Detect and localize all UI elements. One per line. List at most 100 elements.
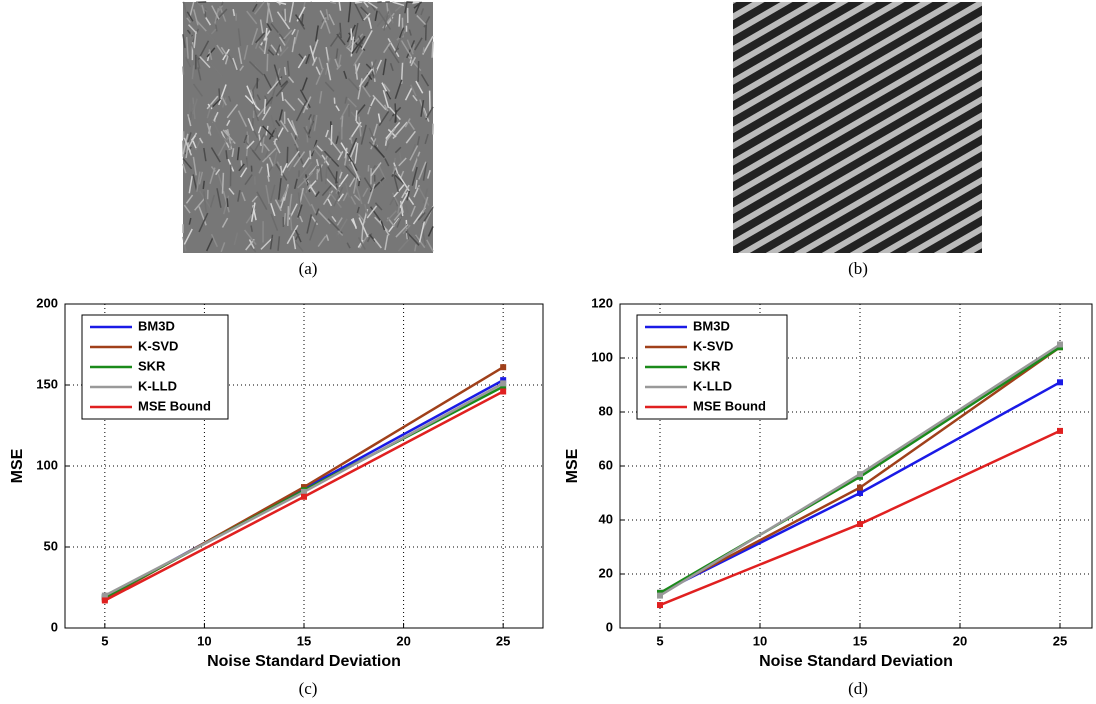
texture-stroke [415, 80, 424, 94]
texture-stroke [246, 140, 255, 150]
texture-stroke [185, 141, 190, 159]
texture-stroke [363, 177, 373, 190]
texture-stroke [422, 161, 428, 181]
texture-stroke [293, 135, 300, 157]
texture-stroke [398, 27, 405, 39]
texture-stroke [350, 136, 353, 144]
texture-stroke [325, 21, 331, 34]
texture-stroke [364, 203, 369, 216]
texture-stroke [384, 158, 390, 167]
texture-stroke [338, 1, 342, 11]
texture-stroke [374, 10, 378, 22]
texture-stroke [206, 95, 219, 110]
texture-stroke [378, 111, 390, 126]
texture-stroke [313, 114, 318, 132]
texture-stroke [358, 217, 369, 238]
x-tick-label: 25 [496, 633, 510, 648]
texture-stroke [346, 153, 358, 172]
texture-stroke [363, 81, 369, 88]
texture-stroke [397, 237, 412, 252]
texture-stroke [321, 184, 332, 197]
texture-stroke [404, 118, 411, 128]
y-tick-label: 80 [599, 403, 613, 418]
caption: (c) [299, 679, 318, 698]
texture-stroke [314, 191, 320, 198]
texture-stroke [210, 233, 219, 248]
texture-stroke [275, 28, 283, 38]
texture-stroke [210, 147, 221, 163]
texture-stroke [385, 91, 392, 100]
texture-stroke [392, 1, 405, 7]
texture-stroke [346, 242, 351, 249]
texture-stroke [238, 163, 245, 172]
texture-stroke [406, 39, 414, 55]
texture-stroke [258, 166, 263, 174]
texture-stroke [422, 196, 429, 214]
texture-stroke [384, 234, 389, 251]
texture-stroke [417, 186, 430, 206]
texture-stroke [185, 194, 194, 204]
texture-stroke [394, 79, 403, 100]
texture-stroke [404, 1, 408, 14]
y-tick-label: 20 [599, 565, 613, 580]
texture-stroke [256, 191, 268, 210]
texture-stroke [315, 25, 319, 42]
texture-stroke [244, 94, 261, 111]
caption: (a) [299, 259, 318, 278]
texture-stroke [249, 245, 257, 253]
texture-stroke [414, 1, 422, 14]
texture-stroke [226, 198, 229, 207]
texture-stroke [355, 110, 358, 121]
texture-stroke [196, 55, 201, 69]
texture-stroke [279, 46, 289, 57]
texture-stroke [353, 22, 359, 40]
texture-stroke [406, 190, 411, 201]
texture-stroke [248, 60, 264, 76]
texture-stroke [357, 237, 366, 250]
texture-stroke [382, 89, 390, 109]
texture-stroke [313, 188, 320, 197]
texture-stroke [298, 53, 304, 60]
texture-stroke [334, 231, 342, 241]
texture-stroke [377, 163, 386, 180]
texture-stroke [217, 136, 230, 157]
texture-stroke [192, 97, 196, 120]
texture-stroke [335, 105, 340, 112]
texture-stroke [286, 224, 299, 245]
texture-stroke [305, 180, 311, 194]
legend-label: BM3D [138, 318, 175, 333]
texture-stroke [305, 125, 309, 143]
texture-stroke [212, 98, 222, 108]
texture-stroke [278, 109, 283, 121]
texture-stroke [307, 45, 315, 64]
texture-stroke [358, 44, 366, 52]
texture-stroke [270, 213, 279, 231]
texture-stroke [198, 171, 204, 185]
texture-stroke [357, 239, 364, 248]
texture-stroke [325, 46, 330, 63]
texture-stroke [215, 24, 218, 32]
texture-stroke [333, 186, 344, 207]
y-axis-label: MSE [564, 448, 581, 483]
x-axis-label: Noise Standard Deviation [759, 653, 953, 670]
texture-stroke [265, 184, 270, 205]
texture-stroke [368, 127, 378, 147]
texture-stroke [350, 111, 356, 118]
texture-stroke [265, 21, 272, 31]
texture-stroke [319, 165, 323, 182]
texture-stroke [387, 38, 400, 58]
point-marker [1057, 427, 1063, 434]
texture-stroke [341, 115, 344, 129]
texture-stroke [220, 46, 229, 58]
texture-stroke [280, 80, 289, 88]
texture-stroke [416, 14, 427, 26]
texture-stroke [335, 186, 340, 195]
texture-stroke [326, 62, 332, 81]
texture-stroke [420, 99, 425, 117]
texture-stroke [366, 205, 378, 219]
texture-stroke [392, 173, 400, 193]
texture-stroke [297, 97, 309, 110]
texture-stroke [324, 81, 335, 92]
texture-stroke [348, 33, 364, 50]
